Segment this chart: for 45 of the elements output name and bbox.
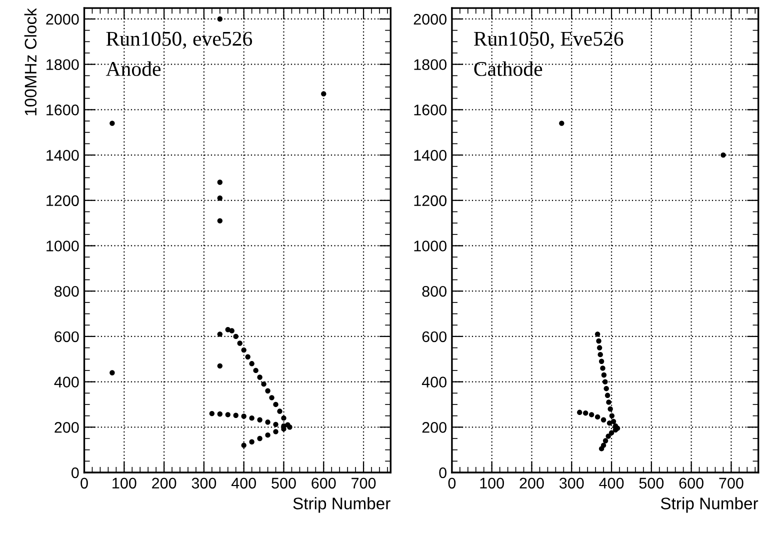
y-tick-label: 1000: [414, 240, 446, 252]
x-tick-label: 100: [112, 478, 136, 489]
y-axis-title: 100MHz Clock: [24, 8, 37, 116]
x-axis-title: Strip Number: [660, 497, 758, 513]
y-tick-label: 1800: [46, 59, 79, 70]
y-tick-label: 400: [54, 376, 79, 388]
y-tick-label: 400: [422, 376, 446, 388]
y-tick-label: 2000: [414, 14, 446, 25]
y-tick-label: 1400: [46, 150, 79, 161]
x-tick-label: 500: [639, 478, 664, 489]
x-axis-title: Strip Number: [293, 497, 390, 513]
x-tick-label: 600: [679, 478, 704, 489]
y-tick-label: 1800: [414, 59, 446, 70]
annotation: Cathode: [474, 61, 542, 76]
y-tick-label: 0: [439, 467, 446, 478]
x-tick-label: 500: [272, 478, 296, 489]
x-tick-label: 300: [559, 478, 584, 489]
y-tick-label: 800: [422, 286, 446, 297]
x-tick-label: 0: [448, 478, 456, 489]
y-tick-label: 0: [72, 467, 79, 478]
x-tick-label: 200: [520, 478, 544, 489]
y-tick-label: 2000: [46, 14, 79, 25]
x-tick-label: 700: [719, 478, 744, 489]
y-tick-label: 1000: [46, 240, 79, 252]
y-tick-label: 1200: [46, 195, 79, 206]
y-tick-label: 1400: [414, 150, 446, 161]
x-tick-label: 700: [352, 478, 376, 489]
y-tick-label: 600: [54, 331, 79, 342]
y-tick-label: 200: [54, 422, 79, 433]
y-tick-label: 200: [422, 422, 446, 433]
x-tick-label: 0: [80, 478, 88, 489]
annotation: Anode: [106, 61, 161, 76]
x-tick-label: 600: [312, 478, 336, 489]
x-tick-label: 200: [152, 478, 176, 489]
y-tick-label: 1200: [414, 195, 446, 206]
y-tick-label: 800: [54, 286, 79, 297]
y-tick-label: 1600: [46, 104, 79, 116]
x-tick-label: 100: [480, 478, 504, 489]
x-tick-label: 400: [599, 478, 624, 489]
annotation: Run1050, eve526: [106, 32, 252, 49]
x-tick-label: 400: [231, 478, 256, 489]
x-tick-label: 300: [192, 478, 216, 489]
y-tick-label: 1600: [414, 104, 446, 116]
annotation: Run1050, Eve526: [474, 32, 624, 49]
y-tick-label: 600: [422, 331, 446, 342]
